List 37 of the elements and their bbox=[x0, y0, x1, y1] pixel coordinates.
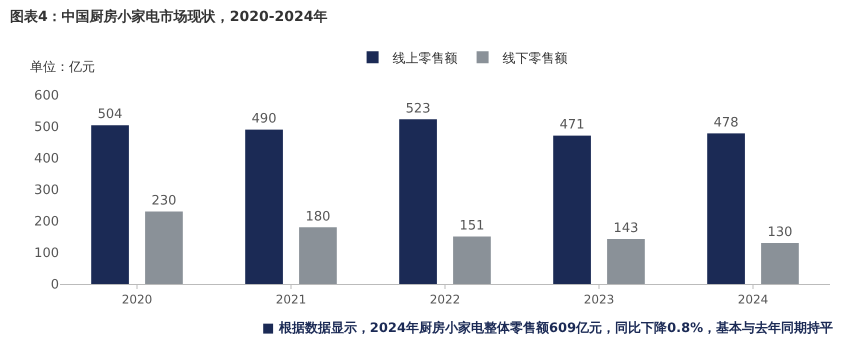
bar bbox=[399, 119, 437, 284]
bar bbox=[553, 136, 591, 284]
y-tick-label: 200 bbox=[34, 214, 59, 230]
data-label: 478 bbox=[714, 115, 738, 130]
data-label: 143 bbox=[614, 220, 638, 236]
y-tick-label: 600 bbox=[34, 88, 59, 104]
data-label: 230 bbox=[152, 194, 176, 209]
y-tick-label: 0 bbox=[50, 278, 59, 293]
data-label: 151 bbox=[460, 218, 484, 234]
x-tick-label: 2022 bbox=[430, 292, 460, 306]
bar bbox=[299, 227, 337, 284]
legend-label: 线上零售额 bbox=[392, 51, 458, 66]
x-tick-label: 2023 bbox=[584, 292, 614, 306]
x-tick-label: 2020 bbox=[122, 292, 152, 306]
bar bbox=[453, 236, 491, 284]
text: 单位：亿元 bbox=[30, 59, 95, 76]
data-label: 490 bbox=[252, 112, 276, 127]
bar bbox=[707, 133, 745, 284]
y-tick-label: 300 bbox=[34, 183, 59, 198]
legend-label: 线下零售额 bbox=[502, 51, 568, 66]
data-label: 504 bbox=[98, 107, 122, 122]
y-tick-label: 400 bbox=[34, 152, 59, 167]
data-label: 471 bbox=[560, 118, 584, 133]
y-tick-label: 100 bbox=[34, 246, 59, 262]
bar bbox=[245, 130, 283, 284]
text: ■ 根据数据显示，2024年厨房小家电整体零售额609亿元，同比下降0.8%，基本与去年同期持平 bbox=[262, 320, 834, 338]
bar bbox=[145, 212, 183, 284]
bar bbox=[761, 243, 799, 284]
data-label: 523 bbox=[406, 101, 430, 116]
bar bbox=[91, 125, 129, 284]
x-tick-label: 2024 bbox=[738, 292, 768, 306]
y-tick-label: 500 bbox=[34, 120, 59, 136]
data-label: 130 bbox=[768, 225, 792, 240]
chart-title: 图表4：中国厨房小家电市场现状，2020-2024年 bbox=[10, 8, 328, 26]
data-label: 180 bbox=[306, 209, 330, 224]
bar bbox=[607, 238, 645, 284]
x-tick-label: 2021 bbox=[276, 292, 306, 306]
